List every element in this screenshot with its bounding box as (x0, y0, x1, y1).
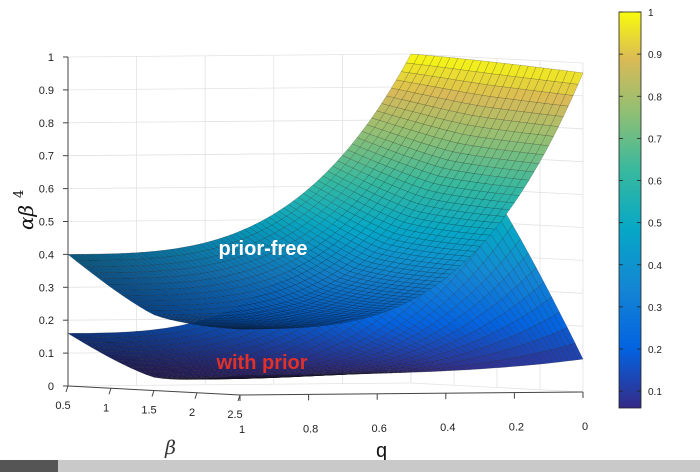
x-axis-label: β (164, 437, 176, 459)
colorbar-ticks: 0.1 0.2 0.3 0.4 0.5 0.6 0.7 0.8 0.9 1 (619, 8, 662, 398)
colorbar-tick-label: 0.6 (648, 177, 662, 188)
z-tick-label: 0.8 (39, 118, 54, 130)
x-tick-label: 1.5 (141, 405, 156, 417)
colorbar: 0.1 0.2 0.3 0.4 0.5 0.6 0.7 0.8 0.9 1 (618, 8, 662, 409)
y-axis-line (239, 391, 584, 396)
grid-line (67, 119, 412, 124)
z-tick-label: 0.9 (39, 85, 54, 97)
colorbar-gradient (618, 11, 642, 409)
z-axis-label-exponent: 4 (12, 190, 27, 198)
colorbar-tick-label: 0.3 (648, 303, 662, 314)
colorbar-tick-label: 0.9 (648, 50, 662, 61)
grid-line (67, 86, 412, 91)
surface-patch (570, 343, 584, 360)
colorbar-tick-label: 0.2 (648, 345, 662, 356)
z-tick-label: 0.3 (39, 282, 54, 294)
x-tick (108, 388, 112, 395)
z-tick-label: 0.5 (39, 217, 54, 229)
y-tick-label: 0.4 (440, 422, 455, 434)
colorbar-tick-label: 0.7 (648, 134, 662, 145)
colorbar-tick-label: 1 (648, 8, 654, 19)
z-tick-label: 0.7 (39, 151, 54, 163)
colorbar-tick-label: 0.8 (648, 92, 662, 103)
y-tick-label: 0.2 (509, 422, 524, 434)
z-tick-label: 0.4 (39, 249, 54, 261)
surface-patch (570, 71, 584, 85)
colorbar-tick-label: 0.1 (648, 387, 662, 398)
x-tick (151, 390, 155, 397)
z-axis-label: αβ 4 (12, 190, 38, 230)
window-bottom-strip (0, 460, 700, 472)
colorbar-tick-label: 0.4 (648, 261, 662, 272)
x-tick-label: 2.5 (227, 409, 242, 421)
x-tick (65, 385, 69, 393)
surfaces (67, 53, 584, 380)
y-axis-label: q (376, 440, 387, 462)
y-tick-label: 1 (239, 424, 245, 436)
z-tick-label: 0.6 (39, 184, 54, 196)
x-tick-label: 1 (103, 402, 109, 414)
z-tick-label: 1 (48, 52, 54, 64)
z-tick-label: 0.1 (39, 348, 54, 360)
thumbnail-strip (0, 460, 58, 472)
y-tick-label: 0 (582, 421, 588, 433)
z-tick-label: 0 (48, 381, 54, 393)
surface-prior-free (67, 53, 584, 330)
z-tick-label: 0.2 (39, 315, 54, 327)
y-tick-label: 0.6 (372, 423, 387, 435)
axes: 0 0.1 0.2 0.3 0.4 0.5 0.6 0.7 0.8 0.9 1 0.5 1 1.5 2 2.5… (39, 52, 588, 436)
x-tick-label: 0.5 (55, 400, 70, 412)
colorbar-tick-label: 0.5 (648, 219, 662, 230)
surface-label-with-prior: with prior (215, 352, 307, 374)
y-tick-label: 0.8 (303, 423, 318, 435)
z-axis-label-text: αβ (14, 205, 38, 230)
x-tick (194, 392, 198, 399)
x-tick-label: 2 (189, 407, 195, 419)
grid-line (67, 53, 412, 58)
grid-line (67, 382, 412, 387)
surface-label-prior-free: prior-free (219, 238, 308, 260)
